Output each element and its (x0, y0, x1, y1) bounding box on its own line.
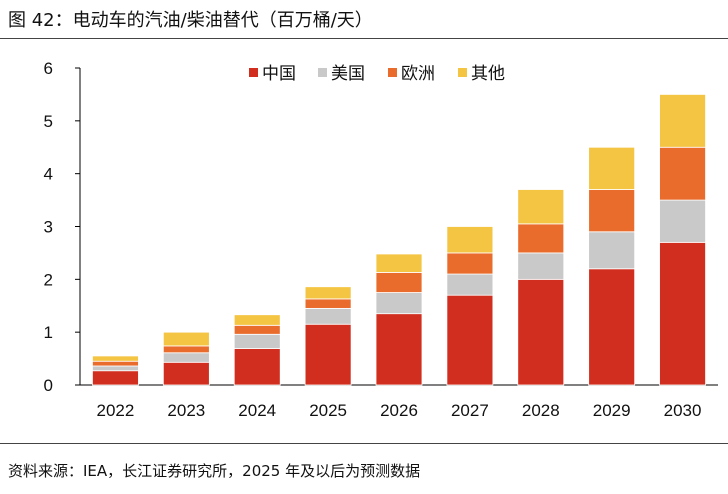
legend-swatch (249, 68, 258, 77)
bar-segment (92, 365, 139, 372)
bar-segment (517, 278, 565, 386)
legend: 中国 美国 欧洲 其他 (249, 64, 505, 84)
x-tick-label: 2022 (97, 401, 135, 420)
bar-segment (446, 252, 494, 275)
bar-segment (659, 146, 706, 201)
bar-segment (446, 226, 494, 254)
y-tick-label: 3 (44, 218, 53, 237)
y-tick-label: 6 (44, 59, 53, 78)
y-tick-label: 5 (44, 112, 53, 131)
x-tick-label: 2026 (380, 401, 418, 420)
bar-segment (588, 268, 636, 386)
bar-segment (375, 253, 423, 273)
x-axis: 2022 2023 2024 2025 2026 2027 2028 2029 2030 (80, 384, 718, 420)
y-tick-label: 1 (44, 323, 53, 342)
top-rule (0, 38, 728, 39)
bar-segment (517, 189, 565, 225)
bar-segment (659, 199, 706, 243)
legend-swatch (318, 68, 327, 77)
x-tick-label: 2027 (451, 401, 489, 420)
bar-segment (659, 241, 706, 386)
figure-title: 图 42：电动车的汽油/柴油替代（百万桶/天） (8, 10, 373, 31)
bar-segment (375, 272, 423, 293)
bottom-rule (0, 443, 728, 444)
bar-segment (162, 345, 210, 354)
bar-segment (588, 231, 636, 270)
bar-segment (304, 323, 352, 386)
x-tick-label: 2028 (522, 401, 560, 420)
y-tick-label: 4 (44, 165, 53, 184)
bars (92, 94, 706, 386)
bar-segment (233, 314, 281, 326)
bar-segment (517, 252, 565, 280)
bar-segment (304, 298, 352, 309)
x-tick-label: 2023 (167, 401, 205, 420)
legend-swatch (388, 68, 397, 77)
legend-label: 中国 (262, 64, 296, 84)
bar-segment (446, 294, 494, 386)
x-tick-label: 2030 (664, 401, 702, 420)
bar-segment (92, 355, 139, 362)
bar-segment (162, 331, 210, 347)
legend-label: 欧洲 (401, 64, 435, 84)
bar-segment (92, 360, 139, 367)
bar-segment (304, 307, 352, 325)
bar-segment (304, 286, 352, 300)
bar-segment (233, 324, 281, 335)
y-axis: 0 1 2 3 4 5 6 (44, 59, 81, 395)
x-tick-label: 2024 (238, 401, 276, 420)
y-tick-label: 0 (44, 376, 53, 395)
y-tick-label: 2 (44, 270, 53, 289)
bar-segment (375, 292, 423, 315)
legend-label: 其他 (471, 64, 505, 84)
x-tick-label: 2029 (593, 401, 631, 420)
bar-segment (162, 361, 210, 386)
bar-segment (162, 352, 210, 363)
x-tick-label: 2025 (309, 401, 347, 420)
legend-swatch (458, 68, 467, 77)
source-note: 资料来源：IEA，长江证券研究所，2025 年及以后为预测数据 (8, 462, 421, 480)
legend-label: 美国 (331, 64, 365, 84)
bar-segment (588, 189, 636, 233)
bar-segment (92, 370, 139, 386)
bar-segment (659, 94, 706, 148)
bar-segment (375, 313, 423, 386)
bar-segment (233, 348, 281, 386)
bar-segment (588, 146, 636, 190)
bar-segment (233, 333, 281, 349)
bar-segment (446, 273, 494, 296)
bar-segment (517, 223, 565, 254)
